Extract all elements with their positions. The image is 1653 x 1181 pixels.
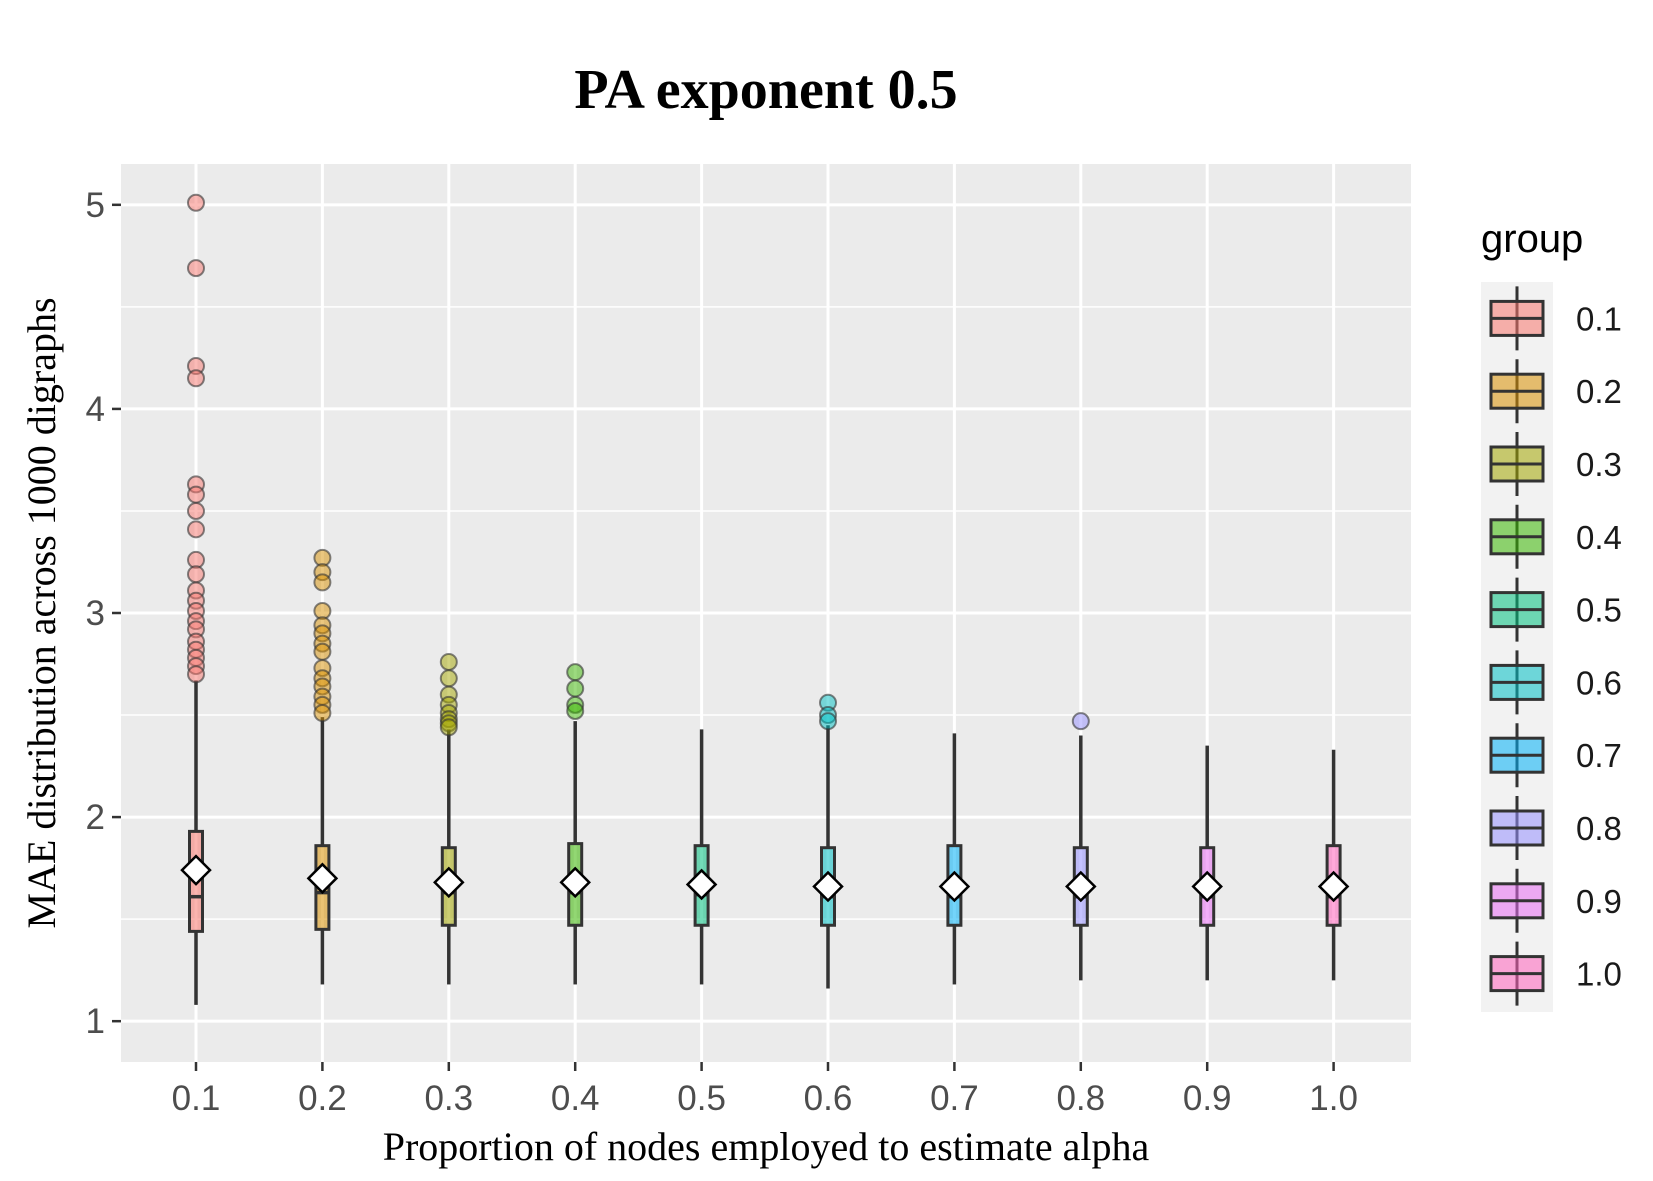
y-tick-label: 4 <box>86 390 105 429</box>
mean-marker <box>180 854 212 886</box>
outlier-point <box>439 652 458 671</box>
x-tick-label: 0.4 <box>551 1079 600 1118</box>
legend-label: 0.6 <box>1576 664 1622 701</box>
box-group-0.9 <box>1191 745 1223 981</box>
mean-marker <box>1191 870 1223 903</box>
legend-title: group <box>1481 217 1583 261</box>
outlier-point <box>187 193 205 212</box>
y-tick-label: 1 <box>86 1002 105 1041</box>
outlier-point <box>187 501 205 520</box>
outlier-point <box>566 679 585 698</box>
x-axis-title: Proportion of nodes employed to estimate… <box>383 1124 1150 1169</box>
x-tick-label: 1.0 <box>1309 1079 1358 1118</box>
box-group-0.2 <box>306 548 339 985</box>
box-group-0.5 <box>685 729 718 985</box>
legend-item-0.8: 0.8 <box>1489 796 1622 860</box>
outlier-point <box>187 665 205 684</box>
outlier-point <box>187 565 205 584</box>
outlier-point <box>439 669 458 688</box>
axis-ticks: 1 2 3 4 5 0.1 0.2 0.3 0.4 0.5 0.6 0.7 0.8 0.9 1.0 <box>86 186 1358 1118</box>
legend-item-0.5: 0.5 <box>1489 577 1622 642</box>
legend-label: 0.5 <box>1576 592 1622 629</box>
x-tick-label: 0.9 <box>1183 1079 1232 1118</box>
outlier-point <box>187 485 205 504</box>
outlier-point <box>566 663 585 682</box>
chart-title: PA exponent 0.5 <box>574 59 957 121</box>
box-group-0.8 <box>1065 712 1097 981</box>
legend-label: 0.9 <box>1576 883 1622 920</box>
legend-label: 1.0 <box>1576 956 1622 993</box>
x-tick-label: 0.3 <box>424 1079 473 1118</box>
legend-item-0.1: 0.1 <box>1489 286 1622 351</box>
legend-item-0.6: 0.6 <box>1489 650 1622 715</box>
legend: group 0.1 0.2 0.3 0.4 0.5 0.6 0.7 0.8 0.9 1.0 <box>1481 217 1622 1012</box>
mean-marker <box>938 870 971 903</box>
legend-item-0.9: 0.9 <box>1489 868 1622 933</box>
legend-label: 0.7 <box>1576 737 1622 774</box>
outlier-point <box>187 369 205 388</box>
legend-item-0.3: 0.3 <box>1489 432 1622 496</box>
box-group-1.0 <box>1317 749 1350 981</box>
mean-marker <box>1317 870 1350 903</box>
legend-label: 0.1 <box>1576 300 1622 337</box>
legend-item-0.7: 0.7 <box>1489 723 1622 788</box>
x-tick-label: 0.1 <box>172 1079 221 1118</box>
outlier-point <box>313 642 332 661</box>
mean-marker <box>812 870 844 903</box>
x-tick-label: 0.6 <box>804 1079 853 1118</box>
mean-marker <box>433 866 465 899</box>
y-axis-title: MAE distribution across 1000 digraphs <box>19 297 64 928</box>
box-group-0.6 <box>812 693 844 989</box>
outlier-point <box>439 718 458 737</box>
mean-marker <box>1065 870 1097 903</box>
x-tick-label: 0.5 <box>677 1079 726 1118</box>
outlier-point <box>313 704 332 723</box>
legend-label: 0.3 <box>1576 446 1622 483</box>
legend-label: 0.8 <box>1576 810 1622 847</box>
outlier-point <box>1071 712 1090 731</box>
outlier-point <box>187 259 205 278</box>
mean-marker <box>306 862 339 895</box>
legend-label: 0.2 <box>1576 373 1622 410</box>
box-group-0.7 <box>938 733 971 985</box>
x-tick-label: 0.8 <box>1056 1079 1105 1118</box>
legend-item-0.4: 0.4 <box>1489 504 1622 569</box>
y-tick-label: 3 <box>86 594 105 633</box>
y-tick-label: 5 <box>86 186 105 225</box>
outlier-point <box>566 701 585 720</box>
outlier-point <box>187 520 205 539</box>
outlier-point <box>819 712 837 731</box>
box-group-0.4 <box>559 663 591 985</box>
x-tick-label: 0.2 <box>298 1079 347 1118</box>
mean-marker <box>559 866 591 899</box>
legend-label: 0.4 <box>1576 519 1622 556</box>
y-tick-label: 2 <box>86 798 105 837</box>
mean-marker <box>685 868 718 901</box>
box-group-0.3 <box>433 652 465 985</box>
legend-item-0.2: 0.2 <box>1489 359 1622 424</box>
box-group-0.1 <box>180 193 212 1005</box>
x-tick-label: 0.7 <box>930 1079 979 1118</box>
legend-item-1.0: 1.0 <box>1489 941 1622 1006</box>
outlier-point <box>313 573 332 592</box>
plot-marks <box>180 193 1350 1005</box>
